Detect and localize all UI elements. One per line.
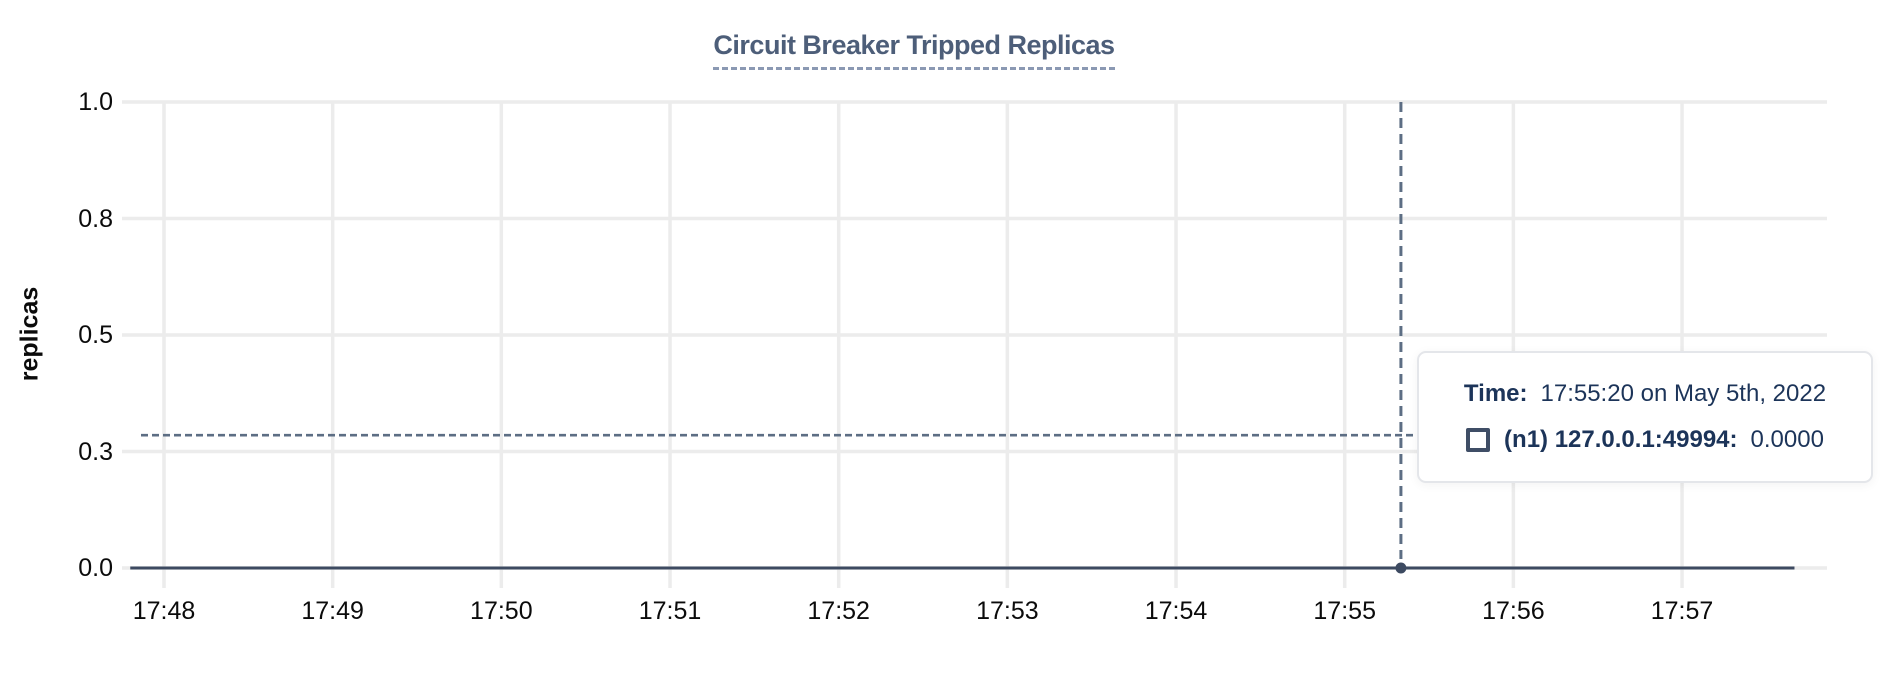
y-tick-label: 0.5 <box>78 321 113 349</box>
x-tick-label: 17:54 <box>1144 597 1208 625</box>
chart-title: Circuit Breaker Tripped Replicas <box>713 30 1115 70</box>
tooltip-time-label: Time: <box>1463 380 1528 407</box>
x-tick-label: 17:56 <box>1482 597 1545 625</box>
x-tick-label: 17:51 <box>638 597 702 625</box>
x-tick-label: 17:48 <box>132 597 196 625</box>
chart-title-wrap: Circuit Breaker Tripped Replicas <box>0 30 1828 70</box>
series-swatch-square-icon <box>1466 428 1491 452</box>
tooltip-series-value: 0.0000 <box>1750 426 1824 453</box>
tooltip-time-row: Time: 17:55:20 on May 5th, 2022 <box>1464 380 1826 408</box>
y-tick-label: 0.0 <box>78 554 113 582</box>
tooltip-series-name: (n1) 127.0.0.1:49994: <box>1504 426 1738 453</box>
x-tick-label: 17:55 <box>1313 597 1376 625</box>
x-tick-label: 17:52 <box>807 597 870 625</box>
tooltip-time-value: 17:55:20 on May 5th, 2022 <box>1540 380 1827 407</box>
y-tick-label: 0.3 <box>78 437 113 466</box>
hovered-point-marker <box>1395 562 1407 574</box>
y-tick-label: 1.0 <box>78 88 113 116</box>
y-tick-label: 0.8 <box>78 204 113 233</box>
x-tick-label: 17:49 <box>301 597 364 625</box>
hover-tooltip: Time: 17:55:20 on May 5th, 2022 (n1) 127… <box>1417 351 1873 483</box>
x-tick-label: 17:53 <box>976 597 1039 625</box>
tooltip-series-row: (n1) 127.0.0.1:49994: 0.0000 <box>1466 426 1824 454</box>
x-tick-label: 17:50 <box>470 597 533 625</box>
x-tick-label: 17:57 <box>1650 597 1714 625</box>
